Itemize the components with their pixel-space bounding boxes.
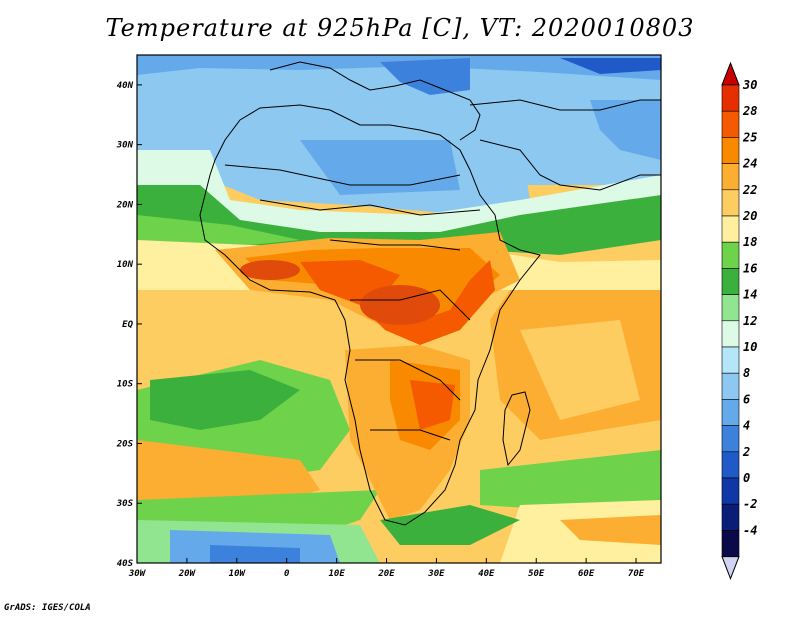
colorbar-label: 30: [742, 78, 757, 92]
colorbar-swatch: [721, 215, 740, 243]
lon-label: 30W: [128, 569, 147, 579]
lon-label: 50E: [528, 569, 545, 579]
colorbar-swatch: [721, 163, 740, 191]
colorbar-swatch: [721, 241, 740, 269]
colorbar-swatch: [721, 346, 740, 374]
colorbar-label: 4: [743, 419, 750, 433]
colorbar-label: 6: [743, 392, 750, 406]
colorbar-label: 12: [743, 314, 757, 328]
colorbar-swatch: [721, 320, 740, 348]
colorbar-swatch: [721, 503, 740, 531]
latitude-labels: 40N 30N 20N 10N EQ 10S 20S 30S 40S: [116, 81, 134, 569]
lon-label: 20E: [377, 569, 395, 579]
colorbar-label: 18: [743, 235, 757, 249]
colorbar-label: 20: [742, 209, 757, 223]
colorbar-swatch: [721, 451, 740, 479]
colorbar-swatch: [721, 372, 740, 400]
colorbar-label: 2: [742, 445, 750, 459]
lat-label: 40S: [117, 559, 134, 569]
colorbar-label: 16: [743, 261, 757, 275]
longitude-labels: 30W 20W 10W 0 10E 20E 30E 40E 50E 60E 70E: [128, 569, 645, 579]
colorbar-swatch: [721, 137, 740, 164]
lon-label: 0: [284, 569, 290, 579]
lat-label: EQ: [122, 320, 133, 330]
lat-label: 10N: [117, 260, 134, 270]
colorbar-label: 10: [743, 340, 757, 354]
lon-label: 20W: [178, 569, 197, 579]
colorbar-label: 24: [742, 157, 757, 171]
colorbar-swatch: [721, 110, 740, 138]
coastlines: [199, 61, 661, 526]
lon-label: 70E: [628, 569, 645, 579]
colorbar-swatch: [721, 294, 740, 322]
lon-label: 10E: [328, 569, 345, 579]
colorbar-label: -4: [743, 523, 757, 537]
lat-label: 30N: [116, 141, 134, 151]
colorbar-swatch: [721, 477, 740, 505]
colorbar-label: 28: [742, 104, 757, 118]
lon-label: 60E: [578, 569, 595, 579]
map-frame: [136, 54, 662, 564]
lon-label: 40E: [478, 569, 495, 579]
colorbar-swatch: [721, 399, 740, 426]
lat-label: 20S: [116, 439, 134, 449]
lat-label: 20N: [116, 200, 134, 210]
colorbar-swatch: [721, 268, 740, 295]
axis-ticks: [136, 84, 637, 564]
colorbar-label: 22: [742, 183, 757, 197]
colorbar-swatch: [721, 189, 740, 217]
colorbar-label: 14: [743, 288, 757, 302]
lat-label: 10S: [117, 380, 134, 390]
lon-label: 30E: [427, 569, 445, 579]
colorbar-swatch: [721, 530, 740, 557]
grads-credit: GrADS: IGES/COLA: [4, 603, 91, 613]
map-title: Temperature at 925hPa [C], VT: 202001080…: [105, 14, 695, 42]
colorbar-over-triangle: [721, 61, 740, 86]
colorbar-label: 25: [742, 130, 757, 144]
lat-label: 40N: [117, 81, 134, 91]
colorbar-label: 0: [743, 471, 750, 485]
colorbar-under-triangle: [721, 556, 740, 580]
colorbar-label: -2: [743, 497, 757, 511]
colorbar-swatch: [721, 84, 740, 112]
lat-label: 30S: [116, 499, 134, 509]
lon-label: 10W: [229, 569, 247, 579]
temperature-field: [137, 55, 661, 563]
colorbar-swatch: [721, 425, 740, 453]
colorbar-label: 8: [743, 366, 750, 380]
